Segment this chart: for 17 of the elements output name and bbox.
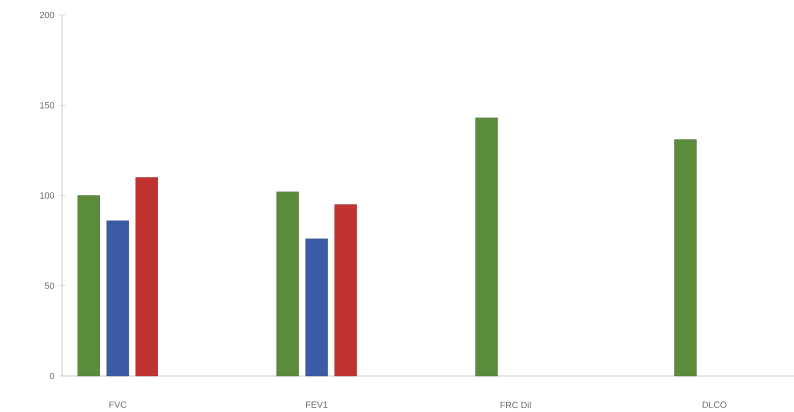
x-tick-label: FVC	[109, 402, 126, 408]
x-tick-label: FRC Dil	[500, 402, 531, 408]
bar	[475, 118, 498, 376]
y-tick-label: 0	[50, 372, 54, 380]
bar	[674, 139, 697, 376]
y-tick-label: 50	[44, 282, 54, 289]
y-tick-label: 150	[40, 102, 54, 108]
bar	[106, 220, 129, 376]
bar	[305, 238, 328, 376]
bar	[334, 204, 357, 376]
y-tick-label: 100	[40, 192, 54, 199]
x-tick-label: FEV1	[306, 402, 328, 408]
bar	[78, 195, 100, 376]
bar	[136, 177, 158, 376]
x-tick-label: DLCO	[702, 402, 726, 408]
bar	[276, 192, 299, 376]
y-tick-label: 200	[40, 12, 54, 18]
